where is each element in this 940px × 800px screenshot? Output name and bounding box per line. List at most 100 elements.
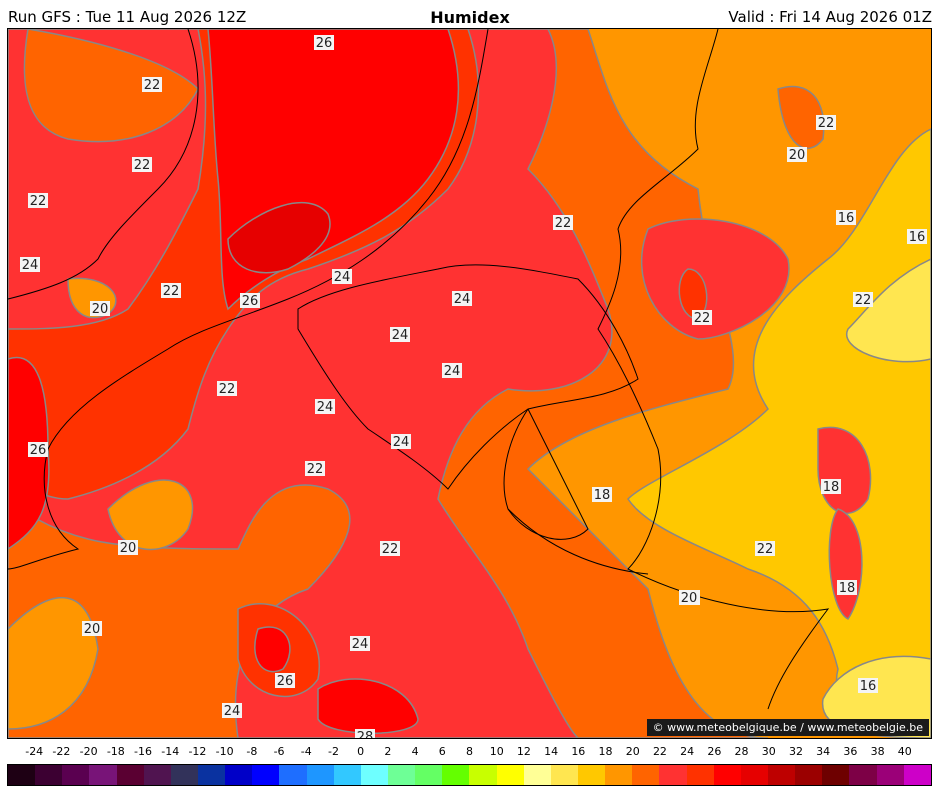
contour-label-bg bbox=[821, 479, 841, 494]
scale-tick: 30 bbox=[761, 745, 776, 758]
contour-label-bg bbox=[20, 257, 40, 272]
field-orange-nw bbox=[23, 29, 199, 143]
scale-tick: -18 bbox=[106, 745, 125, 758]
contour-label: 20 bbox=[84, 622, 101, 637]
scale-tick: 4 bbox=[411, 745, 419, 758]
scale-tick: -10 bbox=[215, 745, 234, 758]
scale-swatch bbox=[415, 765, 443, 785]
contour-label-bg bbox=[350, 636, 370, 651]
scale-tick: 14 bbox=[544, 745, 559, 758]
contour-label: 20 bbox=[789, 148, 806, 163]
contour-label-bg bbox=[82, 621, 102, 636]
scale-tick: 32 bbox=[788, 745, 803, 758]
run-info: Run GFS : Tue 11 Aug 2026 12Z bbox=[8, 8, 247, 26]
contour-label: 26 bbox=[30, 443, 47, 458]
scale-swatch bbox=[496, 765, 524, 785]
contour-label: 24 bbox=[444, 364, 461, 379]
scale-tick: 34 bbox=[816, 745, 831, 758]
scale-tick: -6 bbox=[273, 745, 285, 758]
scale-tick: 36 bbox=[843, 745, 858, 758]
contour-label: 22 bbox=[134, 158, 151, 173]
contour-label-bg bbox=[90, 301, 110, 316]
contour-label: 20 bbox=[120, 541, 137, 556]
humidex-map[interactable]: 26 22 22 22 24 20 22 26 24 24 24 24 22 24 26 24 22 20 22 20… bbox=[7, 28, 932, 739]
scale-swatch bbox=[849, 765, 877, 785]
contour-label-bg bbox=[836, 210, 856, 225]
contour-label-bg bbox=[222, 703, 242, 718]
scale-swatch bbox=[279, 765, 307, 785]
scale-tick: 16 bbox=[571, 745, 586, 758]
scale-tick: 12 bbox=[516, 745, 531, 758]
contour-label-bg bbox=[314, 35, 334, 50]
credit-text: © www.meteobelgique.be / www.meteobelgie… bbox=[646, 719, 929, 736]
scale-tick: -2 bbox=[327, 745, 339, 758]
scale-swatch bbox=[577, 765, 606, 785]
color-scale: -24 -22 -20 -18 -16 -14 -12 -10 -8 -6 -4 -2 0 2 4 6 8 10 1… bbox=[7, 745, 932, 795]
contour-labels: 26 22 22 22 24 20 22 26 24 24 24 24 22 24 26 24 22 20 22 20… bbox=[20, 35, 927, 738]
scale-tick: 28 bbox=[734, 745, 749, 758]
scale-swatch bbox=[170, 765, 198, 785]
scale-swatch bbox=[387, 765, 416, 785]
scale-swatch bbox=[740, 765, 768, 785]
contour-label-bg bbox=[755, 541, 775, 556]
scale-swatch bbox=[605, 765, 633, 785]
scale-tick: 26 bbox=[707, 745, 722, 758]
scale-swatch bbox=[795, 765, 823, 785]
contour-label-bg bbox=[858, 678, 878, 693]
field-orange-ne bbox=[777, 85, 825, 150]
scale-tick: -16 bbox=[134, 745, 152, 758]
contour-label-bg bbox=[391, 434, 411, 449]
contour-label-bg bbox=[161, 283, 181, 298]
coastline-main bbox=[8, 29, 489, 570]
scale-tick: 24 bbox=[680, 745, 695, 758]
scale-swatch bbox=[89, 765, 117, 785]
scale-tick: 38 bbox=[870, 745, 885, 758]
contour-label: 28 bbox=[357, 730, 374, 738]
scale-swatch bbox=[442, 765, 470, 785]
border-france-de bbox=[507, 508, 649, 575]
contour-label-bg bbox=[380, 541, 400, 556]
contour-label-bg bbox=[452, 291, 472, 306]
contour-label: 18 bbox=[839, 581, 856, 596]
contour-label-bg bbox=[217, 381, 237, 396]
scale-tick: 2 bbox=[384, 745, 392, 758]
contour-label: 22 bbox=[144, 78, 161, 93]
contour-label: 22 bbox=[382, 542, 399, 557]
contour-label: 22 bbox=[855, 293, 872, 308]
scale-tick: -24 bbox=[25, 745, 44, 758]
contour-label: 24 bbox=[317, 400, 334, 415]
contour-label-bg bbox=[28, 442, 48, 457]
scale-swatch bbox=[550, 765, 578, 785]
contour-label: 18 bbox=[823, 480, 840, 495]
scale-swatch bbox=[225, 765, 253, 785]
scale-tick: 40 bbox=[897, 745, 912, 758]
scale-swatch bbox=[62, 765, 90, 785]
coastline-west bbox=[8, 29, 199, 300]
contour-label-bg bbox=[142, 77, 162, 92]
contour-label: 24 bbox=[392, 328, 409, 343]
scale-tick: -20 bbox=[79, 745, 98, 758]
scale-tick: -22 bbox=[52, 745, 71, 758]
contour-label: 20 bbox=[92, 302, 109, 317]
scale-tick: 6 bbox=[438, 745, 446, 758]
contour-label: 16 bbox=[909, 230, 926, 245]
scale-tick: -4 bbox=[300, 745, 312, 758]
contour-label: 22 bbox=[219, 382, 236, 397]
contour-label: 24 bbox=[352, 637, 369, 652]
scale-swatch bbox=[306, 765, 334, 785]
contour-label: 22 bbox=[307, 462, 324, 477]
contour-label-bg bbox=[305, 461, 325, 476]
contour-label-bg bbox=[592, 487, 612, 502]
contour-label-bg bbox=[787, 147, 807, 162]
contour-label: 22 bbox=[30, 194, 47, 209]
scale-swatch bbox=[767, 765, 796, 785]
scale-swatch bbox=[197, 765, 226, 785]
contour-label-bg bbox=[442, 363, 462, 378]
contour-label: 22 bbox=[163, 284, 180, 299]
contour-label-bg bbox=[275, 673, 295, 688]
scale-swatch bbox=[469, 765, 497, 785]
contour-label: 24 bbox=[334, 270, 351, 285]
scale-swatch bbox=[143, 765, 171, 785]
field-red-east bbox=[640, 218, 790, 340]
contour-label: 26 bbox=[277, 674, 294, 689]
